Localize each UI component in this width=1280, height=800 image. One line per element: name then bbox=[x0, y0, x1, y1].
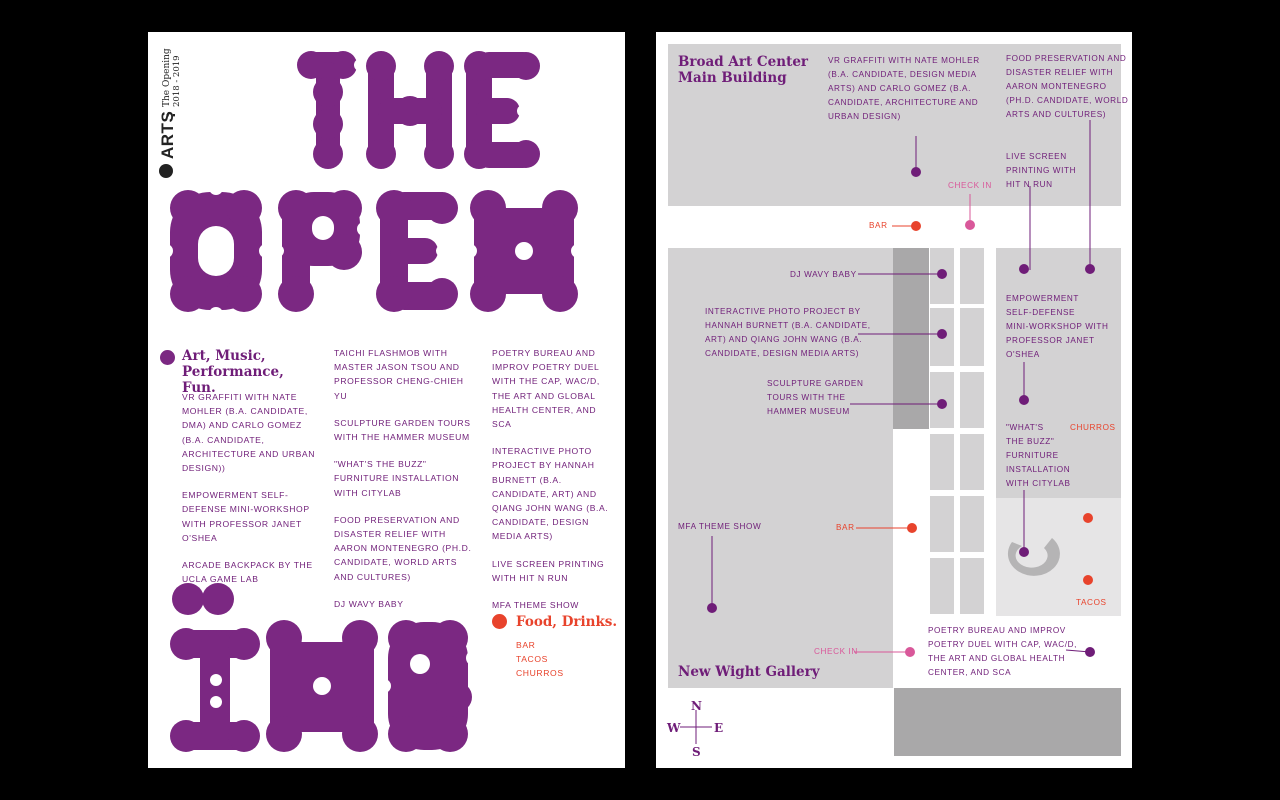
tile bbox=[930, 558, 954, 614]
list-item: TAICHI FLASHMOB WITH MASTER JASON TSOU A… bbox=[334, 348, 464, 401]
map-markers bbox=[680, 120, 1095, 744]
label-empowerment: EMPOWERMENT SELF-DEFENSE MINI-WORKSHOP W… bbox=[1006, 294, 1109, 359]
label-check-in-bottom: CHECK IN bbox=[814, 647, 858, 656]
label-bar-mid: BAR bbox=[836, 523, 855, 532]
compass-e: E bbox=[714, 721, 724, 735]
label-dj: DJ WAVY BABY bbox=[790, 270, 857, 279]
label-check-in-top: CHECK IN bbox=[948, 181, 992, 190]
east-building bbox=[996, 248, 1121, 498]
list-item: INTERACTIVE PHOTO PROJECT BY HANNAH BURN… bbox=[492, 446, 609, 542]
list-item: "WHAT'S THE BUZZ" FURNITURE INSTALLATION… bbox=[334, 459, 460, 498]
compass-s: S bbox=[692, 745, 701, 759]
label-food-preservation: FOOD PRESERVATION AND DISASTER RELIEF WI… bbox=[1006, 54, 1129, 119]
ucla-logo-badge bbox=[159, 164, 173, 178]
new-wight-gallery-label: New Wight Gallery bbox=[678, 664, 820, 680]
program-column-1: VR GRAFFITI WITH NATE MOHLER (B.A. CANDI… bbox=[182, 390, 324, 599]
food-list: BAR TACOS CHURROS bbox=[516, 638, 564, 680]
list-item: POETRY BUREAU AND IMPROV POETRY DUEL WIT… bbox=[492, 348, 600, 430]
tile bbox=[930, 496, 954, 552]
map-panel: Broad Art Center Main Building New Wight… bbox=[656, 32, 1132, 768]
label-poetry-bureau: POETRY BUREAU AND IMPROV POETRY DUEL WIT… bbox=[928, 626, 1078, 677]
list-item: MFA THEME SHOW bbox=[492, 600, 580, 611]
broad-art-center-label: Broad Art Center Main Building bbox=[678, 54, 809, 86]
label-mfa-theme-show: MFA THEME SHOW bbox=[678, 522, 762, 531]
program-column-3: POETRY BUREAU AND IMPROV POETRY DUEL WIT… bbox=[492, 346, 616, 625]
label-vr-graffiti: VR GRAFFITI WITH NATE MOHLER (B.A. CANDI… bbox=[828, 56, 980, 121]
food-item-bar: BAR bbox=[516, 640, 536, 650]
art-bullet-dot bbox=[160, 350, 175, 365]
food-bullet-dot bbox=[492, 614, 507, 629]
list-item: ARCADE BACKPACK BY THE UCLA GAME LAB bbox=[182, 560, 313, 585]
list-item: FOOD PRESERVATION AND DISASTER RELIEF WI… bbox=[334, 514, 472, 582]
label-screen-printing: LIVE SCREEN PRINTING WITH HIT N RUN bbox=[1006, 152, 1077, 189]
art-section-heading: Art, Music, Performance, Fun. bbox=[182, 348, 284, 396]
new-wight-gallery-building bbox=[668, 248, 893, 688]
food-item-tacos: TACOS bbox=[516, 654, 548, 664]
label-churros: CHURROS bbox=[1070, 423, 1116, 432]
list-item: SCULPTURE GARDEN TOURS WITH THE HAMMER M… bbox=[334, 417, 471, 443]
program-column-2: TAICHI FLASHMOB WITH MASTER JASON TSOU A… bbox=[334, 346, 474, 624]
tile bbox=[960, 558, 984, 614]
tile bbox=[960, 434, 984, 490]
poster-panel: ARTS : The Opening 2018 - 2019 bbox=[148, 32, 625, 768]
list-item: VR GRAFFITI WITH NATE MOHLER (B.A. CANDI… bbox=[182, 392, 316, 474]
food-section-heading: Food, Drinks. bbox=[516, 614, 618, 630]
label-bar-top: BAR bbox=[869, 221, 888, 230]
compass-w: W bbox=[667, 721, 681, 735]
broad-art-center-building bbox=[668, 44, 1121, 206]
compass-n: N bbox=[691, 699, 702, 713]
label-photo-project: INTERACTIVE PHOTO PROJECT BY HANNAH BURN… bbox=[705, 307, 871, 358]
headline-graphic bbox=[159, 51, 585, 762]
food-item-churros: CHURROS bbox=[516, 668, 564, 678]
tile bbox=[960, 248, 984, 304]
list-item: DJ WAVY BABY bbox=[334, 598, 404, 609]
tile bbox=[930, 434, 954, 490]
label-sculpture-garden: SCULPTURE GARDEN TOURS WITH THE HAMMER M… bbox=[767, 379, 864, 416]
tile bbox=[960, 496, 984, 552]
tile bbox=[960, 308, 984, 366]
south-block bbox=[894, 688, 1121, 756]
list-item: EMPOWERMENT SELF-DEFENSE MINI-WORKSHOP W… bbox=[182, 490, 310, 543]
list-item: LIVE SCREEN PRINTING WITH HIT N RUN bbox=[492, 558, 605, 583]
gallery-dark-strip bbox=[893, 248, 929, 429]
label-tacos: TACOS bbox=[1076, 598, 1107, 607]
tile bbox=[960, 372, 984, 428]
label-whats-the-buzz: "WHAT'S THE BUZZ" FURNITURE INSTALLATION… bbox=[1006, 423, 1071, 488]
